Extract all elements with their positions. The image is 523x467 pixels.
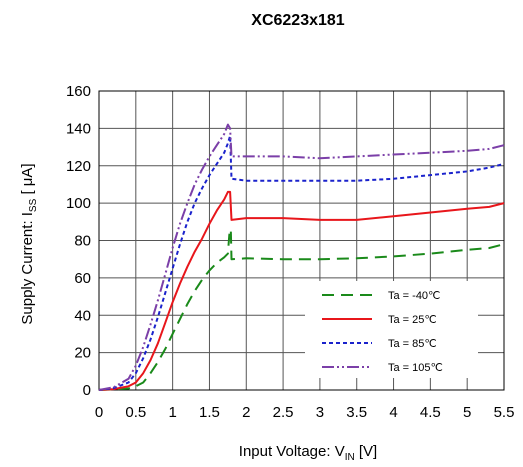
y-tick-label: 140 bbox=[66, 120, 91, 137]
y-tick-label: 40 bbox=[74, 307, 91, 324]
series-layer bbox=[98, 123, 505, 391]
x-tick-label: 0.5 bbox=[125, 404, 146, 421]
legend-label: Ta = 25℃ bbox=[388, 314, 437, 326]
y-tick-label: 80 bbox=[74, 233, 91, 250]
x-tick-label: 0 bbox=[95, 404, 103, 421]
y-tick-labels: 0 20 40 60 80 100 120 140 160 bbox=[66, 83, 91, 399]
series-line bbox=[98, 134, 505, 391]
legend-box bbox=[305, 281, 478, 378]
legend-label: Ta = 85℃ bbox=[388, 338, 437, 350]
y-tick-label: 0 bbox=[83, 382, 91, 399]
x-tick-label: 3.5 bbox=[346, 404, 367, 421]
legend-label: Ta = 105℃ bbox=[388, 362, 443, 374]
x-tick-labels: 0 0.5 1 1.5 2 2.5 3 3.5 4 4.5 5 5.5 bbox=[95, 404, 515, 421]
series-line bbox=[98, 190, 505, 391]
series-line bbox=[98, 123, 505, 391]
plot-frame bbox=[98, 90, 505, 391]
y-tick-label: 160 bbox=[66, 83, 91, 100]
x-tick-label: 5 bbox=[463, 404, 471, 421]
x-tick-label: 2.5 bbox=[273, 404, 294, 421]
x-tick-label: 1.5 bbox=[199, 404, 220, 421]
legend: Ta = -40℃ Ta = 25℃ Ta = 85℃ Ta = 105℃ bbox=[305, 281, 478, 378]
x-tick-label: 5.5 bbox=[494, 404, 515, 421]
y-tick-label: 120 bbox=[66, 158, 91, 175]
legend-label: Ta = -40℃ bbox=[388, 290, 440, 302]
y-tick-label: 60 bbox=[74, 270, 91, 287]
x-tick-label: 4.5 bbox=[420, 404, 441, 421]
y-axis-label: Supply Current: ISS [ μA] bbox=[19, 163, 39, 324]
x-axis-label: Input Voltage: VIN [V] bbox=[239, 443, 377, 463]
x-tick-label: 2 bbox=[242, 404, 250, 421]
x-tick-label: 1 bbox=[168, 404, 176, 421]
x-tick-label: 4 bbox=[389, 404, 397, 421]
y-tick-label: 100 bbox=[66, 195, 91, 212]
y-tick-label: 20 bbox=[74, 345, 91, 362]
chart-title: XC6223x181 bbox=[251, 12, 345, 29]
x-tick-label: 3 bbox=[316, 404, 324, 421]
